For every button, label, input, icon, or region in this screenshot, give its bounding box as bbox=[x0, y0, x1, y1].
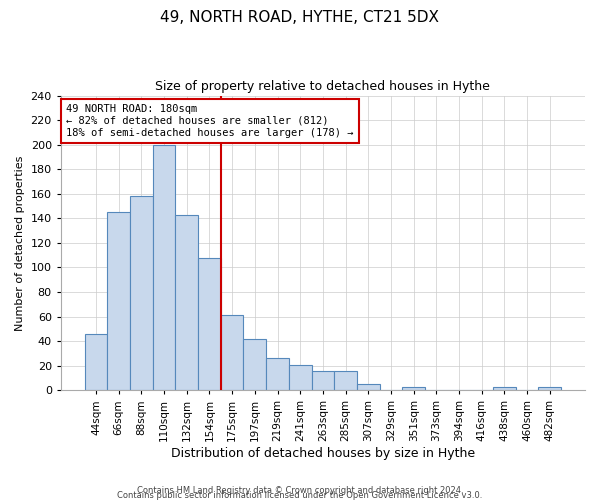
Bar bbox=[266, 358, 289, 390]
Bar bbox=[244, 338, 266, 390]
Bar bbox=[289, 364, 311, 390]
Bar bbox=[334, 370, 357, 390]
Bar bbox=[107, 212, 130, 390]
Text: Contains public sector information licensed under the Open Government Licence v3: Contains public sector information licen… bbox=[118, 491, 482, 500]
Text: 49, NORTH ROAD, HYTHE, CT21 5DX: 49, NORTH ROAD, HYTHE, CT21 5DX bbox=[161, 10, 439, 25]
Bar bbox=[538, 386, 561, 390]
Bar bbox=[403, 386, 425, 390]
Bar bbox=[311, 370, 334, 390]
Bar bbox=[221, 316, 244, 390]
Bar bbox=[198, 258, 221, 390]
Bar bbox=[85, 334, 107, 390]
Bar bbox=[493, 386, 516, 390]
Text: 49 NORTH ROAD: 180sqm
← 82% of detached houses are smaller (812)
18% of semi-det: 49 NORTH ROAD: 180sqm ← 82% of detached … bbox=[66, 104, 353, 138]
Y-axis label: Number of detached properties: Number of detached properties bbox=[15, 155, 25, 330]
Bar bbox=[175, 214, 198, 390]
X-axis label: Distribution of detached houses by size in Hythe: Distribution of detached houses by size … bbox=[171, 447, 475, 460]
Bar bbox=[357, 384, 380, 390]
Bar bbox=[153, 144, 175, 390]
Bar bbox=[130, 196, 153, 390]
Text: Contains HM Land Registry data © Crown copyright and database right 2024.: Contains HM Land Registry data © Crown c… bbox=[137, 486, 463, 495]
Title: Size of property relative to detached houses in Hythe: Size of property relative to detached ho… bbox=[155, 80, 490, 93]
